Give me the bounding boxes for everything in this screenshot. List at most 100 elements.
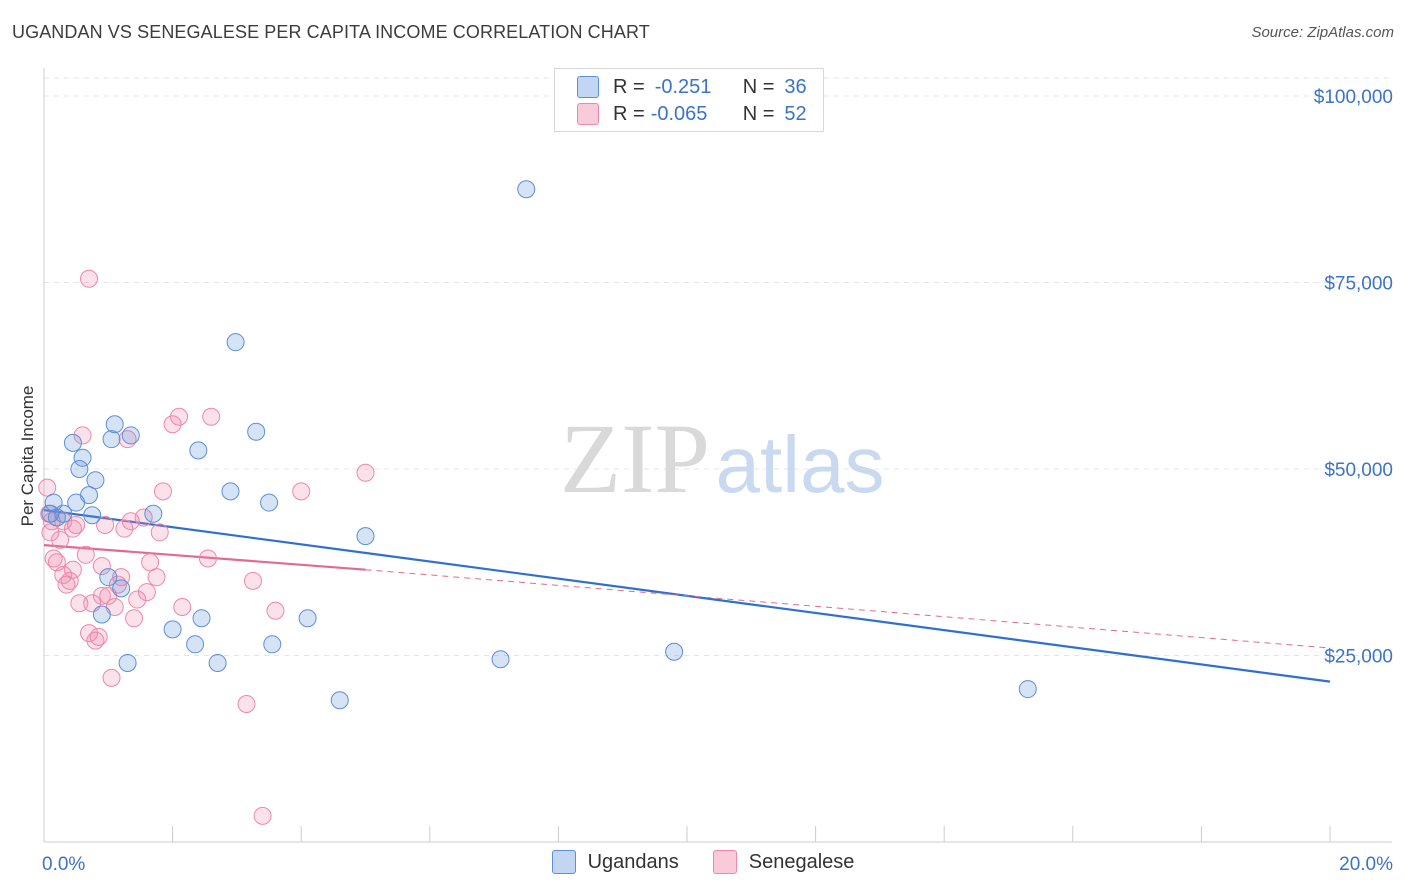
ugandans-point	[121, 426, 140, 445]
ugandans-point	[99, 568, 118, 587]
y-tick-label: $50,000	[1324, 460, 1393, 481]
ugandans-point	[517, 180, 536, 199]
ugandans-point	[260, 493, 279, 512]
ugandans-point	[102, 430, 121, 449]
senegalese-point	[292, 482, 311, 501]
senegalese-point	[243, 571, 262, 590]
ugandans-point	[263, 635, 282, 654]
senegalese-swatch	[577, 103, 599, 125]
senegalese-point	[128, 590, 147, 609]
y-tick-label: $75,000	[1324, 274, 1393, 295]
ugandans-point	[221, 482, 240, 501]
n-label: N =	[742, 102, 775, 125]
watermark-zip: ZIP	[560, 403, 710, 514]
senegalese-point	[80, 624, 99, 643]
series-legend: Ugandans Senegalese	[0, 850, 1406, 874]
legend-item-ugandans[interactable]: Ugandans	[551, 850, 679, 874]
ugandans-swatch	[577, 76, 599, 98]
senegalese-point	[153, 482, 172, 501]
tick-labels: $25,000 $50,000 $75,000 $100,000 0.0% 20.0%	[42, 87, 1393, 875]
senegalese-trend-line	[43, 543, 366, 571]
senegalese-legend-swatch	[712, 850, 737, 874]
senegalese-point	[80, 269, 99, 288]
senegalese-point	[253, 806, 272, 825]
ugandans-point	[356, 527, 375, 546]
n-value-senegalese: 52	[784, 102, 807, 125]
senegalese-point	[125, 609, 144, 628]
senegalese-point	[54, 565, 73, 584]
ugandans-point	[70, 460, 89, 478]
senegalese-point	[163, 415, 182, 434]
ugandans-point	[330, 691, 349, 710]
ugandans-point	[491, 650, 510, 669]
senegalese-point	[137, 583, 156, 602]
y-tick-label: $25,000	[1324, 647, 1393, 668]
senegalese-point	[92, 586, 111, 605]
ugandans-point	[112, 579, 131, 598]
ugandans-point	[189, 441, 208, 460]
senegalese-point	[70, 594, 89, 613]
ugandans-point	[118, 653, 137, 672]
senegalese-point	[76, 545, 95, 564]
senegalese-point	[141, 553, 160, 572]
chart-title: UGANDAN VS SENEGALESE PER CAPITA INCOME …	[12, 22, 650, 42]
r-label: R =	[613, 75, 645, 98]
senegalese-point	[173, 598, 192, 617]
ugandans-point	[73, 448, 92, 467]
senegalese-point	[92, 556, 111, 575]
ugandans-point	[208, 653, 227, 672]
senegalese-point	[147, 568, 166, 587]
legend-item-senegalese[interactable]: Senegalese	[712, 850, 855, 874]
ugandans-point	[1018, 680, 1037, 699]
senegalese-point	[134, 508, 153, 527]
senegalese-point	[38, 478, 57, 497]
ugandans-point	[83, 506, 102, 525]
ugandans-point	[298, 609, 317, 628]
senegalese-point	[115, 519, 134, 538]
ugandans-point	[163, 620, 182, 639]
senegalese-point	[89, 627, 108, 646]
x-tick-label-min: 0.0%	[42, 854, 85, 875]
watermark-atlas: atlas	[716, 420, 885, 509]
senegalese-point	[202, 407, 221, 426]
ugandans-legend-label: Ugandans	[587, 850, 679, 873]
r-label: R =	[613, 102, 645, 125]
ugandans-point	[665, 642, 684, 661]
r-value-senegalese: -0.065	[650, 102, 708, 125]
senegalese-legend-label: Senegalese	[748, 850, 855, 873]
senegalese-point	[150, 523, 169, 542]
source-credit: Source: ZipAtlas.com	[1251, 24, 1394, 41]
legend-row-ugandans: R = -0.251 N = 36	[577, 74, 807, 100]
ugandans-point	[186, 635, 205, 654]
ugandans-legend-swatch	[551, 850, 576, 874]
senegalese-point	[96, 515, 115, 534]
senegalese-trend-extension	[365, 569, 1331, 649]
ugandans-point	[92, 605, 111, 624]
senegalese-point	[73, 426, 92, 445]
gridlines	[44, 77, 1392, 656]
ugandans-point	[192, 609, 211, 628]
stats-legend: R = -0.251 N = 36 R = -0.065 N = 52	[554, 68, 824, 132]
ugandans-point	[80, 486, 99, 505]
senegalese-point	[237, 694, 256, 713]
ugandans-point	[144, 504, 163, 523]
x-tick-label-max: 20.0%	[1339, 854, 1393, 875]
r-value-ugandans: -0.251	[654, 75, 712, 98]
senegalese-point	[51, 530, 70, 549]
ugandans-point	[41, 504, 60, 523]
n-label: N =	[742, 75, 775, 98]
senegalese-point	[102, 668, 121, 687]
senegalese-point	[356, 463, 375, 482]
senegalese-point	[198, 549, 217, 568]
senegalese-point	[170, 407, 189, 426]
data-points	[38, 180, 1037, 825]
ugandans-point	[247, 422, 266, 441]
y-tick-label: $100,000	[1314, 87, 1393, 108]
ugandans-point	[105, 415, 124, 434]
legend-row-senegalese: R = -0.065 N = 52	[577, 101, 807, 127]
axes	[43, 68, 1392, 843]
trend-lines	[43, 508, 1331, 683]
ugandans-point	[86, 471, 105, 490]
n-value-ugandans: 36	[784, 75, 807, 98]
